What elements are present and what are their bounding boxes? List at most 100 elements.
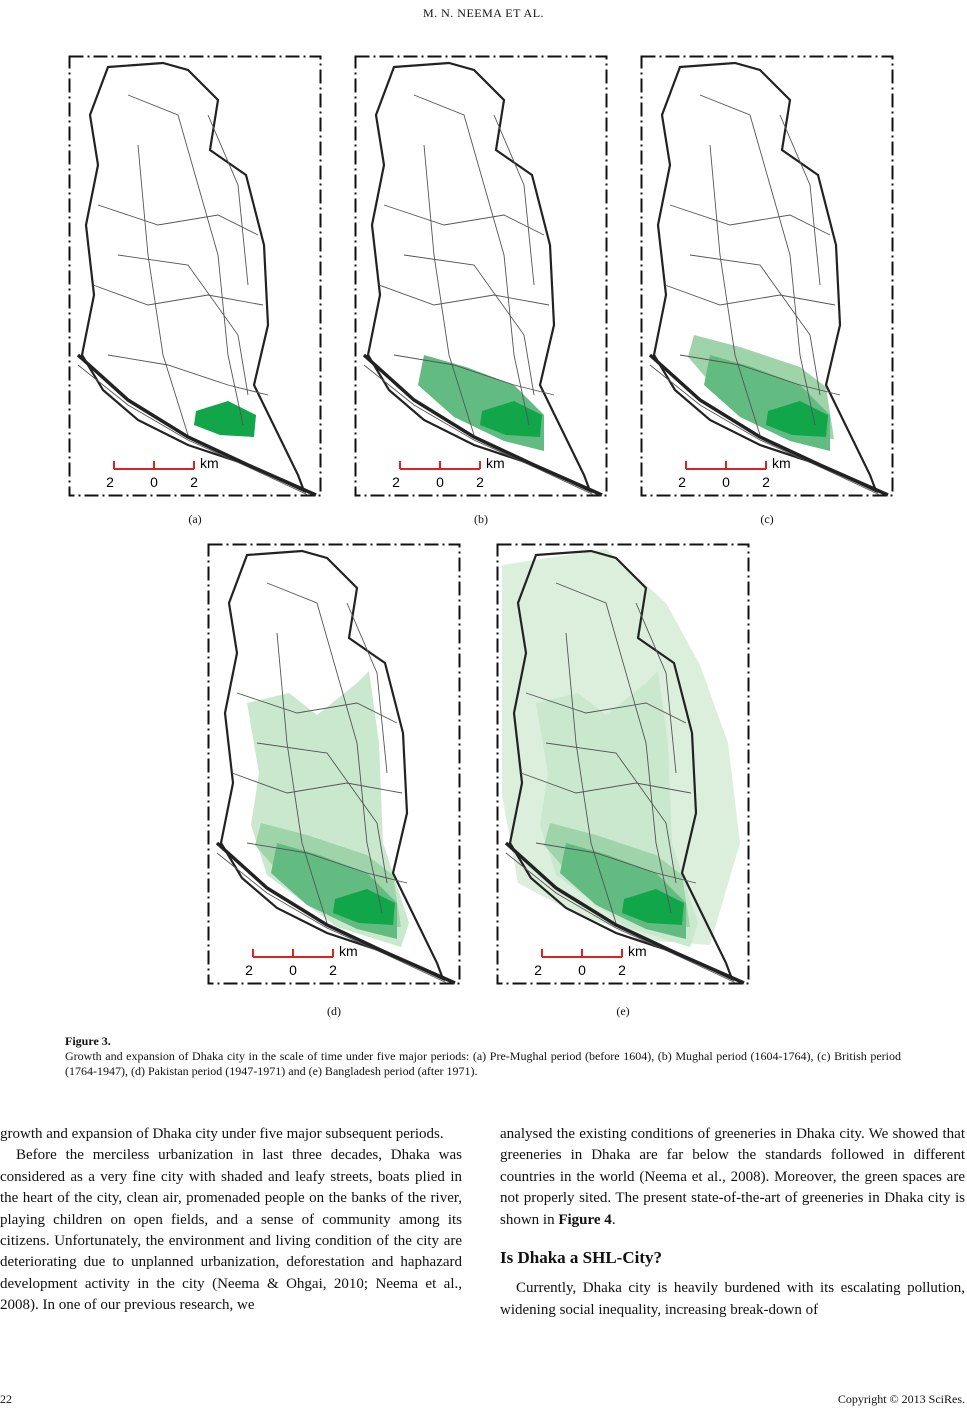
scale-label: 2: [106, 474, 114, 490]
road: [520, 772, 692, 794]
road: [236, 692, 398, 724]
road: [92, 284, 264, 306]
text: .: [611, 1211, 616, 1228]
road: [555, 582, 672, 914]
road: [378, 284, 550, 306]
scale-label: 2: [534, 962, 542, 978]
paragraph: growth and expansion of Dhaka city under…: [0, 1126, 444, 1142]
scale-label: 0: [578, 962, 586, 978]
green-area: [418, 355, 544, 451]
figure-caption: Figure 3. Growth and expansion of Dhaka …: [65, 1034, 901, 1079]
paragraph: Currently, Dhaka city is heavily burdene…: [500, 1280, 965, 1318]
road: [246, 842, 408, 884]
road: [256, 742, 388, 884]
frame: [68, 55, 322, 497]
map: km2 0 2: [207, 543, 461, 985]
green-area: [480, 401, 542, 437]
map-panel: km 2 0 2: [207, 543, 461, 985]
road: [689, 254, 821, 396]
road: [545, 742, 677, 884]
city-outline: [80, 61, 306, 494]
road: [266, 582, 383, 914]
panel-label: (d): [327, 1004, 341, 1018]
figure-ref[interactable]: Figure 4: [558, 1211, 612, 1228]
road: [423, 144, 475, 436]
panel-label: (a): [188, 512, 202, 526]
scale-label: 2: [245, 962, 253, 978]
scale-label: 0: [150, 474, 158, 490]
frame: [354, 55, 608, 497]
scale-label: 2: [190, 474, 198, 490]
road: [635, 602, 677, 774]
copyright: Copyright © 2013 SciRes.: [837, 1392, 965, 1406]
right-column: analysed the existing conditions of gree…: [500, 1124, 965, 1321]
running-header: M. N. NEEMA ET AL.: [422, 6, 545, 20]
scale-label: 2: [392, 474, 400, 490]
panel-label: (c): [760, 512, 774, 526]
road: [403, 254, 535, 396]
road: [664, 284, 836, 306]
panel-label: (e): [616, 1004, 630, 1018]
scale-label: 2: [678, 474, 686, 490]
road: [207, 114, 249, 286]
road: [493, 114, 535, 286]
map-panel: km 2 0 2: [354, 55, 608, 497]
road: [231, 772, 403, 794]
road: [649, 364, 881, 496]
map: km2 0 2: [640, 55, 894, 497]
road: [699, 94, 816, 426]
paragraph: analysed the existing conditions of gree…: [500, 1124, 965, 1231]
road: [216, 852, 448, 984]
road: [117, 254, 249, 396]
river: [362, 353, 603, 497]
caption-title: Figure 3.: [65, 1034, 111, 1048]
river: [648, 353, 889, 497]
scale-label: 0: [289, 962, 297, 978]
scale-unit: km: [486, 455, 505, 471]
road: [525, 692, 687, 724]
green-area: [622, 889, 684, 925]
caption-text: Growth and expansion of Dhaka city in th…: [65, 1049, 901, 1078]
map: km2 0 2: [496, 543, 750, 985]
road: [137, 144, 189, 436]
paragraph: Before the merciless urbanization in las…: [0, 1147, 462, 1314]
road: [97, 204, 259, 236]
scale-unit: km: [628, 943, 647, 959]
road: [393, 354, 555, 396]
scale-unit: km: [339, 943, 358, 959]
road: [565, 632, 617, 924]
green-area: [194, 401, 256, 437]
river: [215, 841, 456, 985]
map-panel: km 2 0 2: [496, 543, 750, 985]
road: [127, 94, 244, 426]
map: km2 0 2: [354, 55, 608, 497]
scale-label: 0: [722, 474, 730, 490]
road: [709, 144, 761, 436]
frame: [496, 543, 750, 985]
road: [77, 364, 309, 496]
scale-unit: km: [772, 455, 791, 471]
section-heading: Is Dhaka a SHL-City?: [500, 1248, 663, 1268]
road: [413, 94, 530, 426]
page-number: 22: [0, 1392, 12, 1406]
green-area: [766, 401, 828, 437]
road: [535, 842, 697, 884]
map-panel: km 2 0 2: [640, 55, 894, 497]
map-panel: km 2 0 2: [68, 55, 322, 497]
panel-label: (b): [474, 512, 488, 526]
scale-unit: km: [200, 455, 219, 471]
scale-label: 2: [329, 962, 337, 978]
road: [107, 354, 269, 396]
road: [346, 602, 388, 774]
map: km2 0 2: [68, 55, 322, 497]
frame: [207, 543, 461, 985]
river: [504, 841, 745, 985]
road: [363, 364, 595, 496]
scale-label: 0: [436, 474, 444, 490]
road: [779, 114, 821, 286]
text: analysed the existing conditions of gree…: [500, 1126, 965, 1228]
road: [669, 204, 831, 236]
left-column: growth and expansion of Dhaka city under…: [0, 1124, 462, 1317]
road: [679, 354, 841, 396]
